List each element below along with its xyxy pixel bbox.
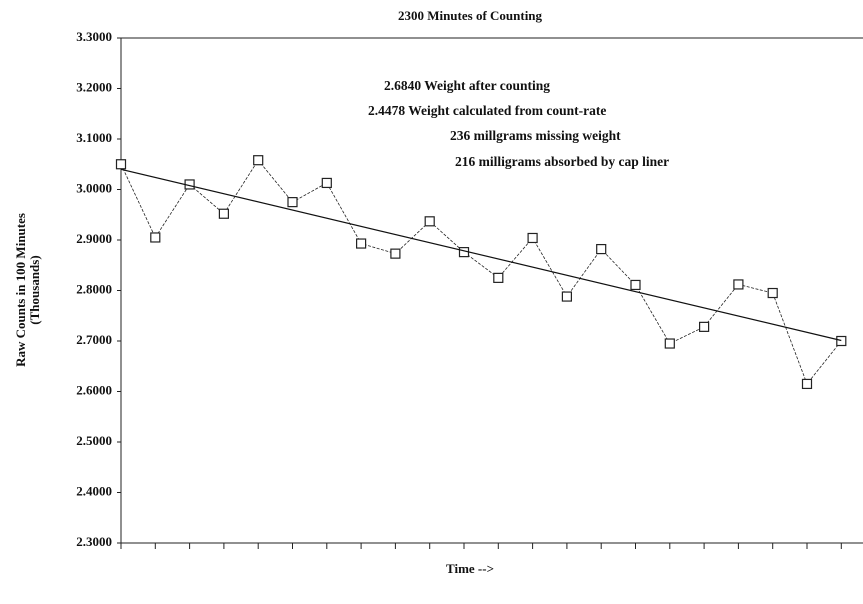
data-point bbox=[561, 291, 573, 302]
data-point bbox=[390, 248, 401, 259]
y-tick-label: 2.7000 bbox=[76, 332, 112, 347]
y-axis-label-line: Raw Counts in 100 Minutes bbox=[13, 213, 28, 367]
data-point bbox=[287, 197, 298, 208]
y-tick-label: 2.8000 bbox=[76, 281, 112, 296]
data-point bbox=[596, 243, 607, 255]
y-axis-label-line: (Thousands) bbox=[27, 255, 42, 324]
annotation: 216 milligrams absorbed by cap liner bbox=[455, 154, 669, 169]
y-tick-label: 3.3000 bbox=[76, 29, 112, 44]
y-tick-label: 3.2000 bbox=[76, 79, 112, 94]
data-point bbox=[218, 208, 229, 219]
data-point bbox=[253, 155, 264, 166]
data-point bbox=[630, 279, 641, 291]
annotation: 2.6840 Weight after counting bbox=[384, 78, 550, 93]
y-tick-label: 2.9000 bbox=[76, 231, 112, 246]
data-point bbox=[733, 279, 744, 290]
data-point bbox=[836, 335, 847, 347]
data-point bbox=[321, 177, 332, 189]
data-point bbox=[801, 378, 813, 390]
x-axis-label: Time --> bbox=[446, 561, 494, 576]
data-point bbox=[664, 338, 675, 349]
y-tick-label: 2.5000 bbox=[76, 433, 112, 448]
y-tick-label: 2.4000 bbox=[76, 483, 112, 498]
y-axis-label: Raw Counts in 100 Minutes (Thousands) bbox=[13, 213, 42, 367]
data-point bbox=[424, 216, 435, 227]
data-point bbox=[115, 159, 127, 170]
y-tick-label: 3.1000 bbox=[76, 130, 112, 145]
annotation: 236 millgrams missing weight bbox=[450, 128, 621, 143]
data-point bbox=[698, 321, 710, 332]
y-tick-label: 3.0000 bbox=[76, 180, 112, 195]
data-point bbox=[150, 232, 161, 243]
y-tick-label: 2.3000 bbox=[76, 534, 112, 549]
chart-subtitle: 2300 Minutes of Counting bbox=[398, 8, 543, 23]
data-point bbox=[493, 272, 504, 283]
annotation: 2.4478 Weight calculated from count-rate bbox=[368, 103, 606, 118]
data-point bbox=[356, 238, 367, 249]
trend-line bbox=[120, 168, 842, 342]
data-point bbox=[527, 232, 538, 244]
data-point bbox=[767, 287, 778, 299]
data-line bbox=[120, 159, 842, 385]
y-tick-label: 2.6000 bbox=[76, 382, 112, 397]
